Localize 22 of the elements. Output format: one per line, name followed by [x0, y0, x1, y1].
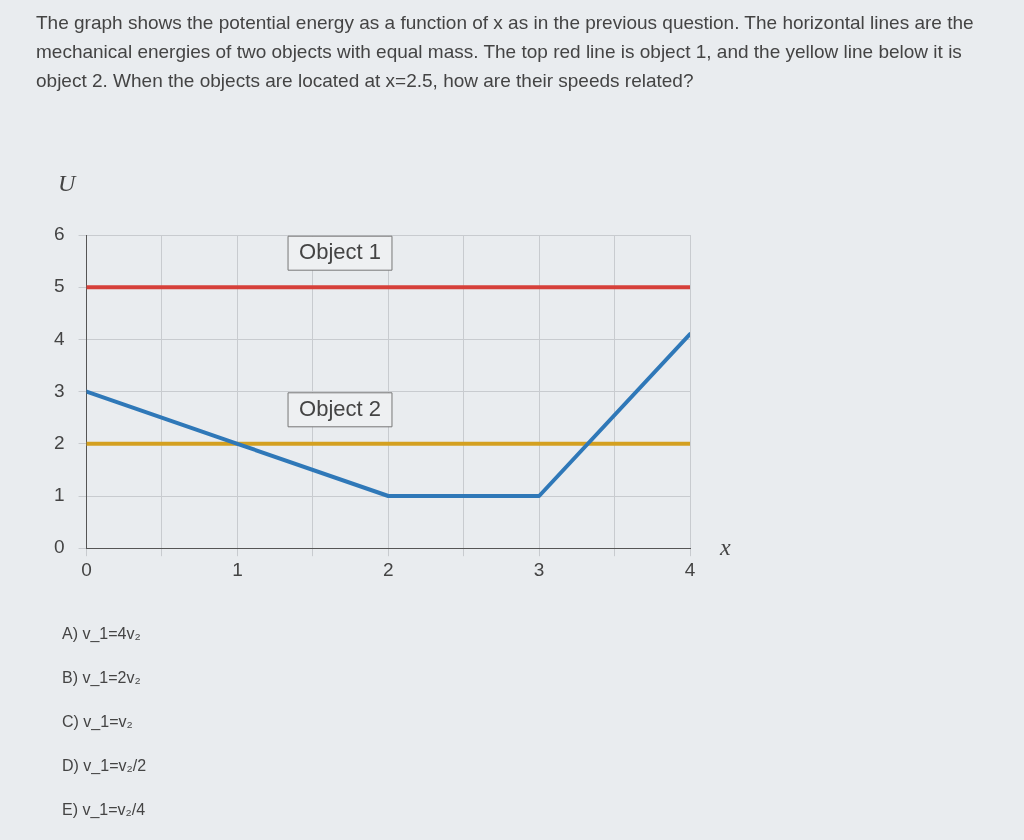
chart-title: The graph shows the potential energy as a function of x as in the previous question. The horizontal lines are the mechanical energies of two objects with equal mass. The top red line is object 1, and the yellow line below it is object 2. When the objects are located at x=2.5, how are their speeds related? — [36, 11, 975, 93]
y-tick-label: 2 — [53, 432, 65, 454]
text: D) v_1=v₂/2 — [62, 756, 147, 776]
x-axis-title: x — [719, 533, 731, 560]
text: E) v_1=v₂/4 — [62, 800, 147, 820]
y-tick-label: 3 — [53, 379, 65, 401]
y-tick-label: 1 — [53, 484, 65, 506]
x-tick-label: 1 — [232, 558, 243, 580]
y-tick-label: 0 — [53, 536, 65, 558]
y-tick-label: 4 — [53, 327, 65, 349]
x-tick-label: 3 — [533, 558, 545, 580]
x-tick-label: 0 — [81, 558, 92, 580]
y-tick-label: 5 — [53, 275, 65, 297]
x-tick-label: 4 — [684, 558, 696, 580]
series-label: Object 1 — [299, 239, 381, 265]
series-label: Object 2 — [299, 395, 381, 421]
text: C) v_1=v₂ — [62, 712, 134, 732]
y-tick-label: 6 — [53, 223, 65, 245]
text: A) v_1=4v₂ — [62, 624, 142, 644]
x-tick-label: 2 — [382, 558, 394, 580]
text: B) v_1=2v₂ — [62, 668, 142, 688]
y-axis-title: U — [57, 170, 77, 197]
